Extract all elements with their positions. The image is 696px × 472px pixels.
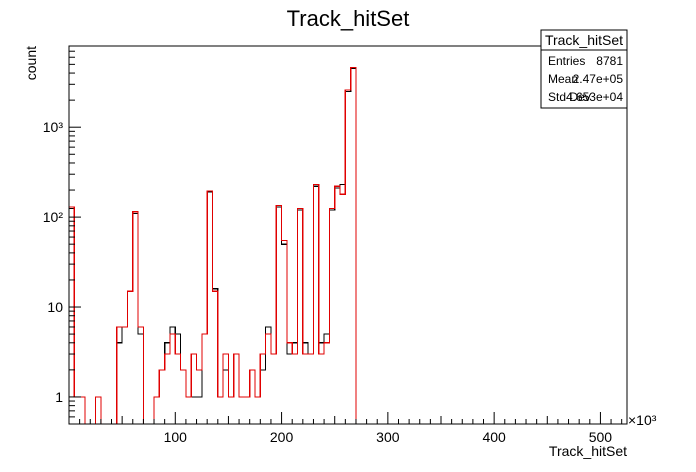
stats-box-frame <box>540 29 628 109</box>
x-axis: 100 200 300 400 500 <box>68 412 623 445</box>
stats-entries-label: Entries <box>548 54 585 68</box>
x-axis-exponent: ×10³ <box>628 412 657 428</box>
x-tick-label: 400 <box>482 429 506 445</box>
y-tick-label: 1 <box>55 389 63 405</box>
x-tick-label: 500 <box>589 429 613 445</box>
y-axis: 1 10 10² 10³ <box>43 45 81 425</box>
stats-stddev-value: 4.653e+04 <box>566 90 623 104</box>
stats-mean-label: Mean <box>548 72 578 86</box>
y-axis-label: count <box>23 46 39 80</box>
x-tick-label: 200 <box>270 429 294 445</box>
stats-entries-value: 8781 <box>596 54 623 68</box>
x-axis-label: Track_hitSet <box>549 443 627 459</box>
y-tick-label: 10² <box>43 209 64 225</box>
stats-stddev-label: Std Dev <box>548 90 591 104</box>
y-tick-label: 10³ <box>43 119 64 135</box>
stats-mean-value: 2.47e+05 <box>573 72 624 86</box>
series-group <box>68 67 627 425</box>
x-tick-label: 300 <box>376 429 400 445</box>
stats-box: Track_hitSet Entries 8781 Mean 2.47e+05 … <box>540 29 628 109</box>
y-tick-label: 10 <box>47 299 63 315</box>
stats-box-title: Track_hitSet <box>545 32 623 48</box>
x-tick-label: 100 <box>164 429 188 445</box>
plot-frame <box>68 45 628 425</box>
histogram-series-2 <box>68 67 627 425</box>
chart-title: Track_hitSet <box>287 6 410 31</box>
